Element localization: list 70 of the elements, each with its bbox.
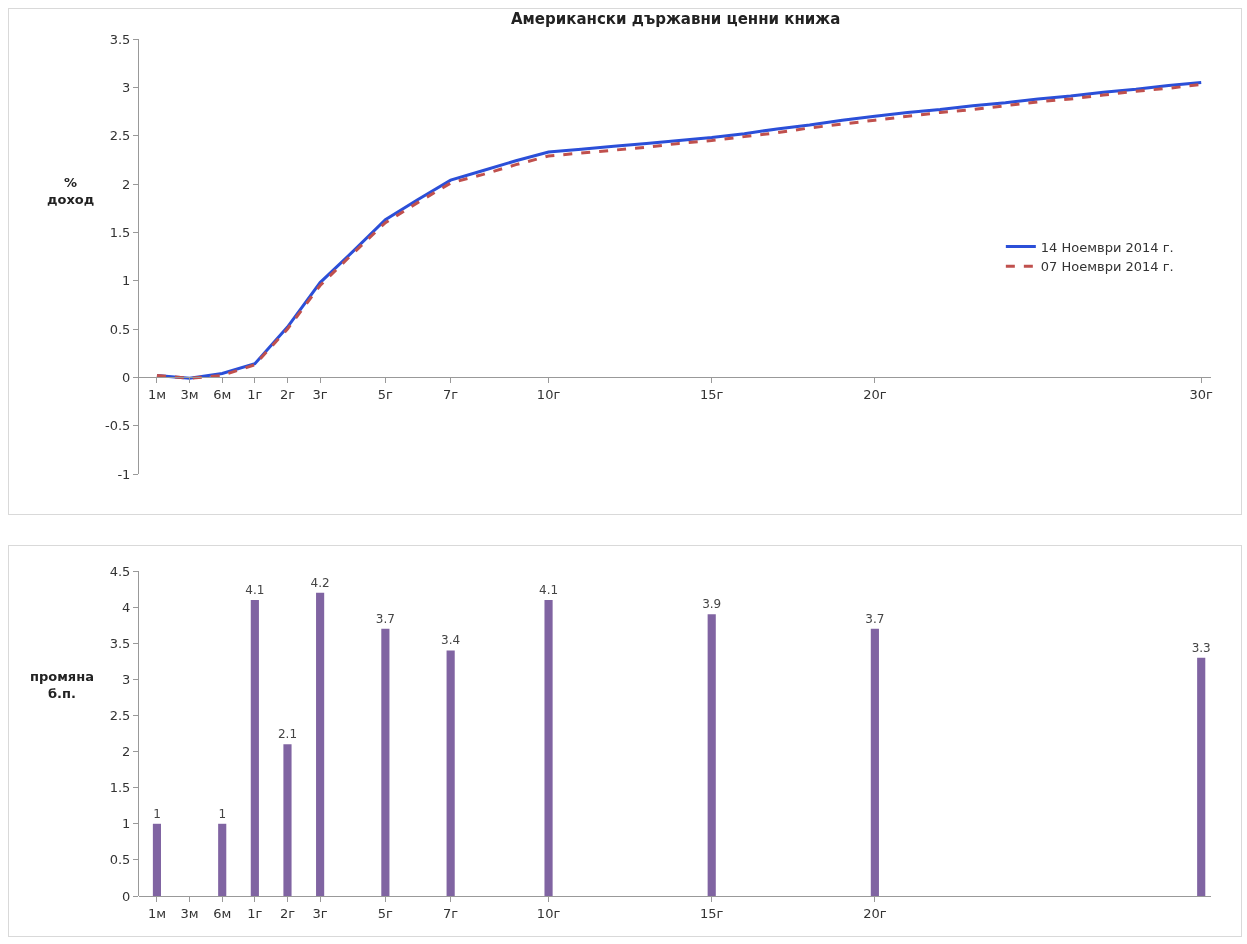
y-tick-label: 3.5 [109,31,131,47]
legend-label: 07 Ноември 2014 г. [1040,259,1174,275]
x-tick-label: 1г [247,905,263,921]
y-tick-label: 3 [122,671,131,687]
x-tick-label: 6м [213,905,232,921]
data-label: 3.3 [1191,640,1211,655]
x-tick-label: 10г [536,905,561,921]
bar [381,628,390,896]
x-tick-label: 1м [147,386,166,402]
data-label: 1 [218,806,227,821]
x-tick-label: 2г [279,905,296,921]
data-label: 4.1 [539,582,559,597]
bar [152,823,162,896]
x-tick-label: 2г [279,386,296,402]
bar [218,823,227,896]
bar [1197,657,1206,896]
x-tick-label: 7г [443,905,459,921]
x-tick-label: 1г [247,386,263,402]
x-tick-label: 20г [863,905,887,921]
y-tick-label: 0 [122,369,131,385]
data-label: 4.2 [310,575,330,590]
legend-label: 14 Ноември 2014 г. [1040,239,1174,255]
y-tick-label: 3 [122,79,131,95]
y-axis-title: % доход [47,175,95,207]
x-tick-label: 3м [180,905,199,921]
x-tick-label: 10г [536,386,561,402]
x-tick-label: 5г [377,905,394,921]
x-tick-label: 1м [147,905,166,921]
x-tick-label: 7г [443,386,459,402]
bar [707,614,716,896]
y-tick-label: 1.5 [109,224,131,240]
y-tick-label: 4.5 [109,563,131,579]
y-tick-label: 2 [122,176,131,192]
x-tick-label: 6м [213,386,232,402]
y-tick-label: 1 [122,273,131,289]
y-tick-label: 0.5 [109,321,131,337]
y-tick-label: -0.5 [105,418,131,434]
y-tick-label: 2.5 [109,707,131,723]
data-label: 1 [153,806,161,821]
bar [250,599,259,896]
data-label: 3.7 [865,611,885,626]
y-axis-title: промяна б.п. [30,669,94,701]
y-tick-label: 0.5 [109,852,131,868]
y-tick-label: 2 [122,744,131,760]
y-tick-label: -1 [117,466,131,482]
x-tick-label: 5г [377,386,394,402]
data-label: 3.4 [441,633,461,648]
bar [316,592,325,896]
y-tick-label: 1.5 [109,780,131,796]
x-tick-label: 20г [863,386,887,402]
data-label: 4.1 [245,582,265,597]
y-tick-label: 3.5 [109,635,131,651]
x-tick-label: 3м [180,386,199,402]
bar [446,650,455,896]
y-tick-label: 0 [122,888,131,904]
y-tick-label: 2.5 [109,128,131,144]
y-tick-label: 1 [122,816,131,832]
bar [283,744,292,896]
x-tick-label: 30г [1189,386,1214,402]
data-label: 2.1 [277,727,298,742]
bar [870,628,879,896]
data-label: 3.7 [375,611,395,626]
x-tick-label: 15г [700,905,724,921]
x-tick-label: 15г [700,386,724,402]
chart-title: Американски държавни ценни книжа [511,10,841,28]
x-tick-label: 3г [312,386,328,402]
x-tick-label: 3г [312,905,328,921]
y-tick-label: 4 [122,599,131,615]
data-label: 3.9 [702,597,722,612]
bar [544,599,553,896]
